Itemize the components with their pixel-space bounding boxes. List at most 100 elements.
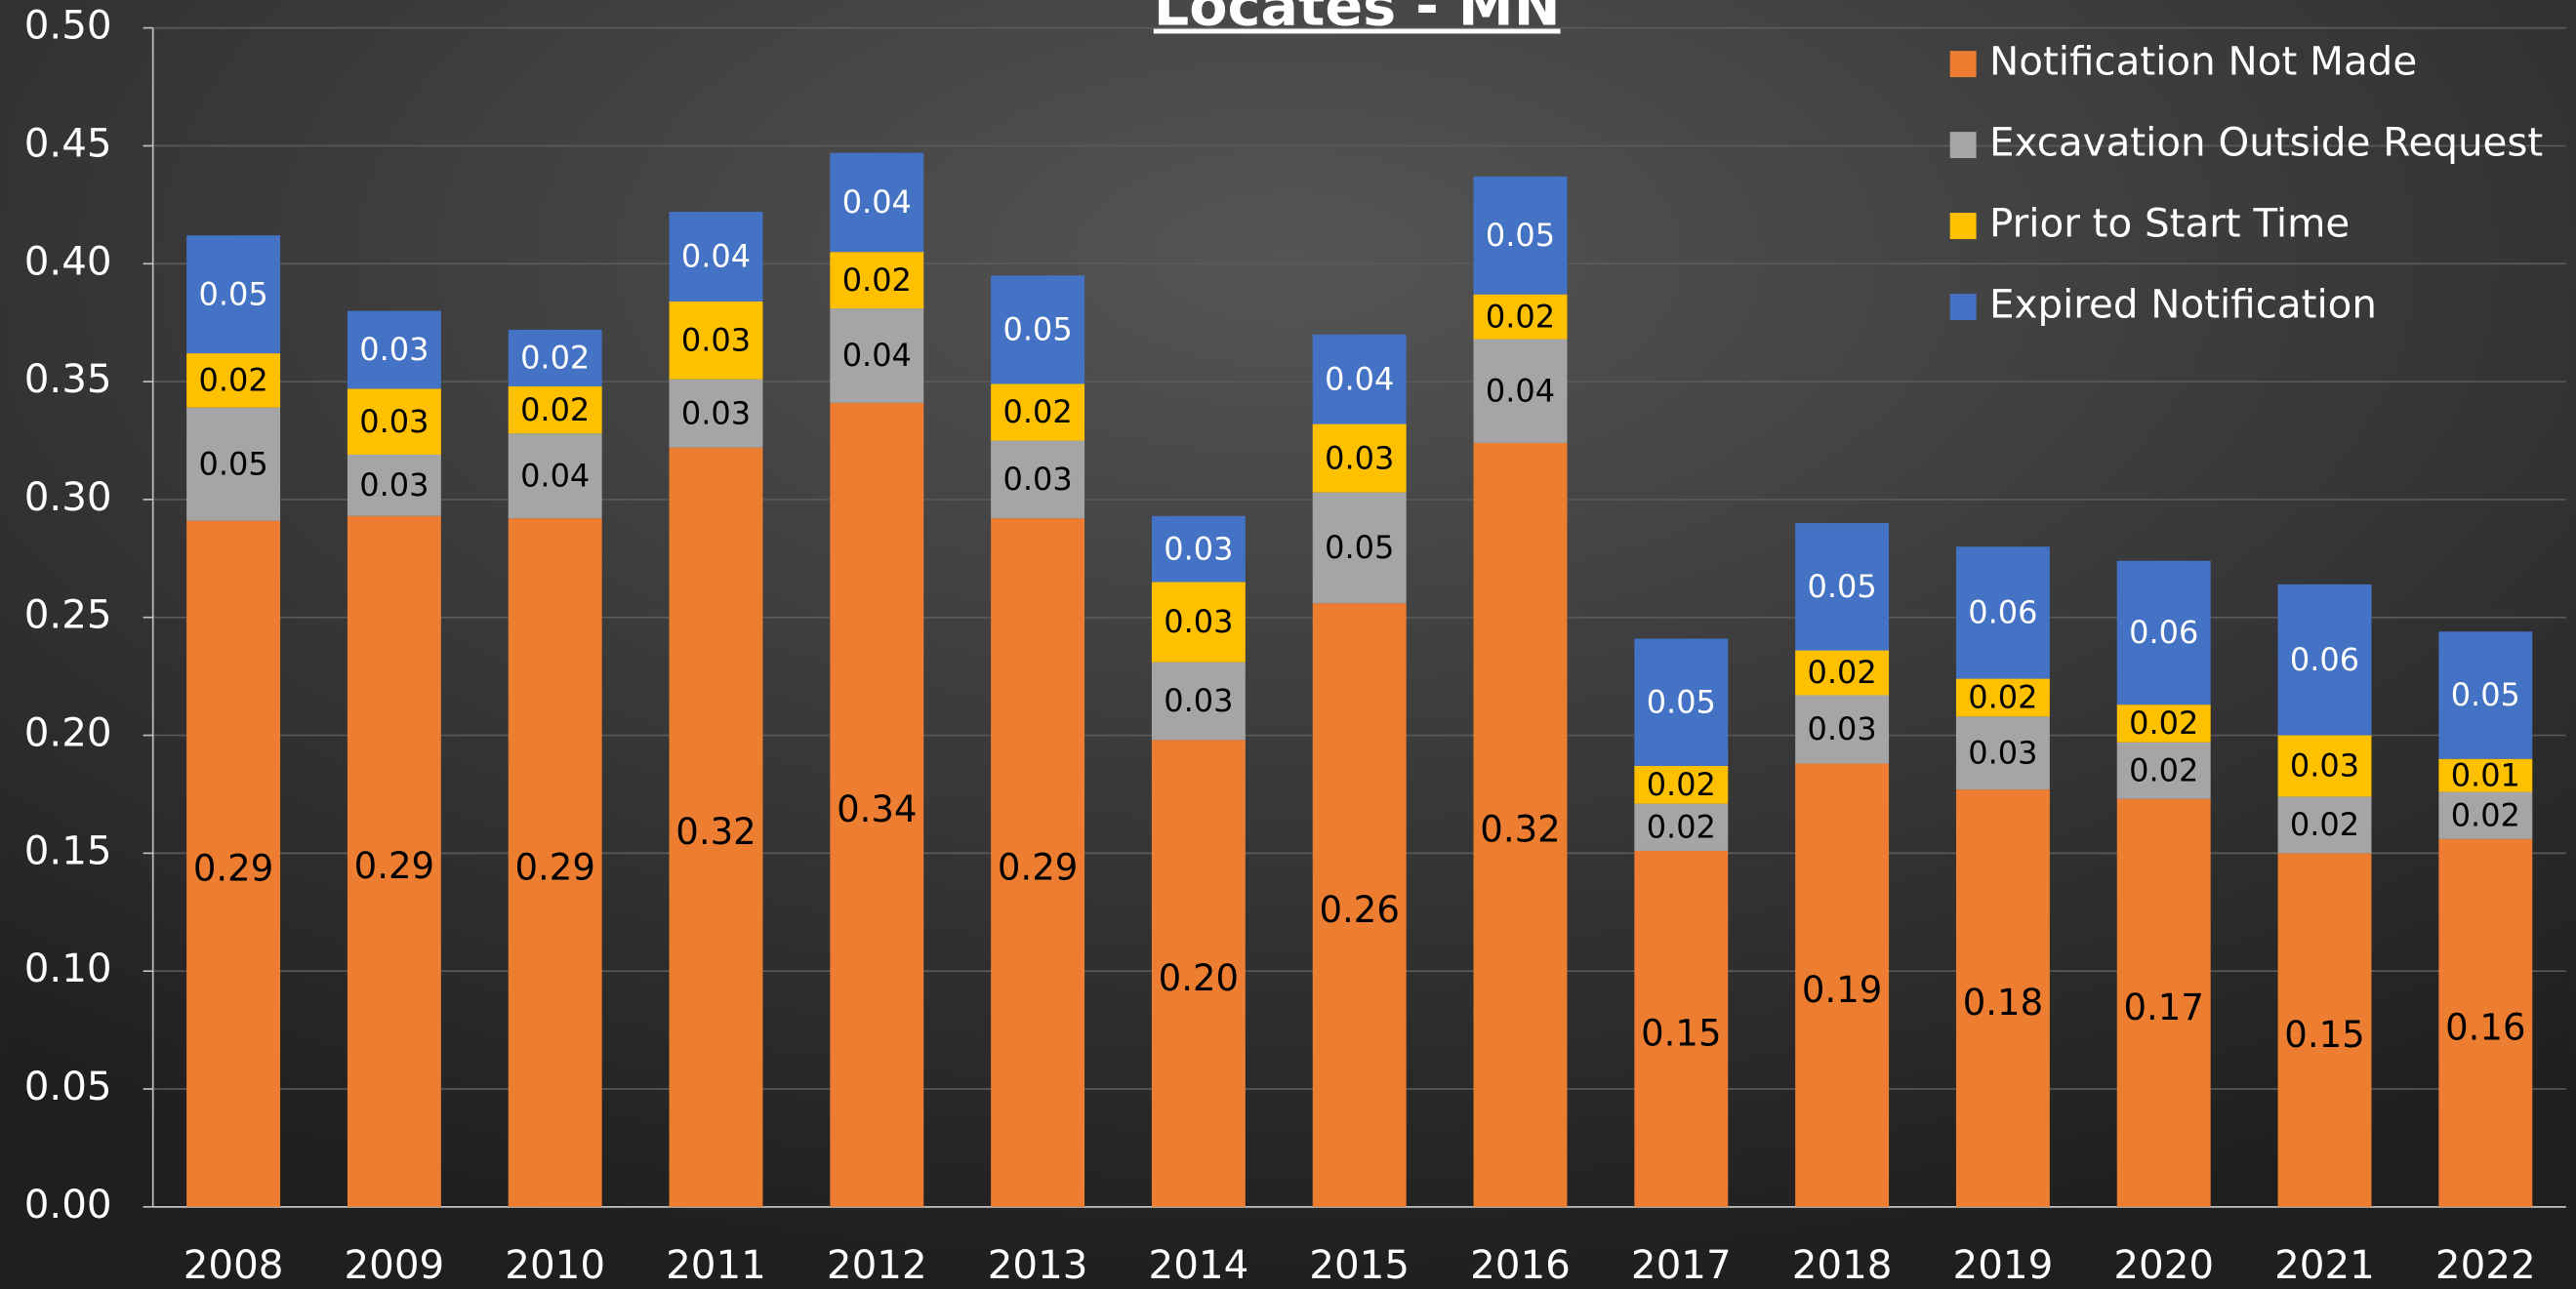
data-label: 0.02 [842, 262, 912, 299]
bar-segment [830, 252, 924, 309]
bar-segment [1634, 765, 1729, 804]
bar-segment [1151, 515, 1246, 583]
data-label: 0.03 [681, 394, 751, 431]
data-label: 0.03 [1164, 603, 1233, 640]
data-label: 0.03 [1003, 461, 1073, 498]
x-tick-label: 2021 [2274, 1242, 2375, 1288]
data-label: 0.02 [1647, 808, 1716, 845]
data-label: 0.17 [2124, 987, 2204, 1028]
data-label: 0.29 [514, 846, 594, 888]
bar-segment [1312, 603, 1407, 1207]
bar-segment [2116, 742, 2211, 799]
bar-segment [830, 308, 924, 403]
bar-segment [1312, 492, 1407, 604]
bar-segment [347, 515, 441, 1207]
data-label: 0.03 [2290, 747, 2359, 785]
x-tick-label: 2012 [827, 1242, 927, 1288]
data-label: 0.05 [2451, 676, 2520, 713]
bar-segment [1473, 294, 1568, 340]
x-tick-label: 2009 [345, 1242, 445, 1288]
data-label: 0.02 [198, 362, 267, 399]
data-label: 0.02 [1647, 766, 1716, 803]
bar-segment [1151, 740, 1246, 1207]
x-tick-label: 2015 [1309, 1242, 1410, 1288]
x-tick-label: 2016 [1470, 1242, 1571, 1288]
bar-segment [347, 454, 441, 516]
bar-segment [186, 353, 281, 408]
bar-segment [2438, 791, 2533, 839]
data-label: 0.05 [1647, 683, 1716, 720]
bar-segment [1634, 850, 1729, 1207]
data-label: 0.05 [1486, 217, 1555, 254]
x-tick-label: 2008 [184, 1242, 284, 1288]
bar-segment [347, 310, 441, 389]
bar-segment [991, 275, 1085, 384]
data-label: 0.29 [193, 847, 273, 889]
bar-segment [186, 235, 281, 354]
bar-segment [508, 329, 602, 386]
y-tick-label: 0.00 [24, 1182, 112, 1228]
x-tick-label: 2011 [666, 1242, 766, 1288]
bar-segment [2277, 584, 2372, 736]
data-label: 0.32 [675, 811, 756, 853]
legend-swatch [1949, 132, 1977, 159]
y-tick-label: 0.25 [24, 592, 112, 638]
y-tick-label: 0.30 [24, 474, 112, 520]
data-label: 0.03 [1164, 530, 1233, 567]
bar-segment [2438, 631, 2533, 759]
data-label: 0.02 [2129, 705, 2198, 742]
x-tick-label: 2014 [1149, 1242, 1249, 1288]
bar-segment [1955, 678, 2050, 717]
data-label: 0.02 [520, 391, 590, 428]
data-label: 0.15 [1641, 1013, 1721, 1055]
data-label: 0.02 [2451, 796, 2520, 833]
data-label: 0.02 [2129, 751, 2198, 788]
data-label: 0.02 [1003, 393, 1073, 430]
bar-segment [2277, 853, 2372, 1207]
data-label: 0.26 [1319, 889, 1399, 931]
bar-segment [1955, 789, 2050, 1207]
data-label: 0.04 [1486, 372, 1555, 409]
bar-segment [1955, 716, 2050, 790]
data-label: 0.34 [837, 788, 917, 830]
data-label: 0.03 [1968, 734, 2037, 771]
bar-segment [830, 152, 924, 253]
bar-segment [1473, 442, 1568, 1207]
y-tick-label: 0.50 [24, 3, 112, 49]
legend-swatch [1949, 51, 1977, 78]
bar-segment [2116, 798, 2211, 1207]
bar-segment [830, 402, 924, 1207]
legend-label: Excavation Outside Request [1989, 120, 2543, 166]
data-label: 0.03 [1164, 682, 1233, 719]
data-label: 0.05 [1325, 529, 1394, 566]
data-label: 0.18 [1963, 982, 2043, 1024]
bar-segment [2438, 838, 2533, 1207]
bar-segment [508, 518, 602, 1207]
data-label: 0.04 [1325, 360, 1394, 397]
data-label: 0.04 [842, 183, 912, 221]
legend-label: Expired Notification [1989, 282, 2377, 328]
y-tick-label: 0.45 [24, 120, 112, 166]
bar-segment [991, 518, 1085, 1207]
bar-segment [669, 447, 763, 1207]
bar-segment [347, 388, 441, 455]
bar-segment [991, 440, 1085, 519]
bar-segment [1634, 638, 1729, 766]
data-label: 0.02 [520, 340, 590, 377]
data-label: 0.32 [1480, 809, 1560, 851]
x-tick-label: 2020 [2113, 1242, 2214, 1288]
bar-segment [1634, 803, 1729, 851]
y-tick-label: 0.20 [24, 710, 112, 756]
data-label: 0.03 [359, 331, 429, 368]
bar-segment [1795, 695, 1890, 764]
data-label: 0.03 [359, 403, 429, 440]
data-label: 0.19 [1802, 969, 1882, 1011]
bar-segment [669, 212, 763, 302]
data-label: 0.02 [2290, 806, 2359, 843]
data-label: 0.04 [681, 238, 751, 275]
data-label: 0.02 [1808, 654, 1877, 691]
bar-segment [2277, 796, 2372, 854]
data-label: 0.06 [2129, 614, 2198, 651]
